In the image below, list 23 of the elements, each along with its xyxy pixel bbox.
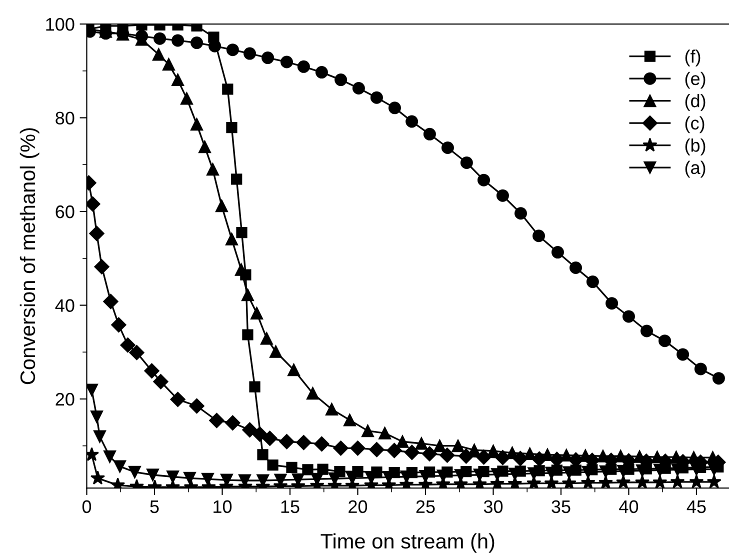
legend-label: (b) bbox=[685, 138, 706, 156]
y-tick-label: 100 bbox=[46, 18, 74, 31]
y-tick-label: 60 bbox=[56, 205, 74, 218]
x-tick-label: 30 bbox=[484, 500, 503, 514]
x-tick-label: 20 bbox=[348, 500, 368, 514]
x-tick-label: 25 bbox=[416, 500, 435, 514]
x-tick-label: 40 bbox=[619, 500, 638, 514]
legend-label: (c) bbox=[685, 116, 704, 134]
legend-label: (f) bbox=[685, 50, 700, 66]
x-tick-label: 45 bbox=[686, 500, 706, 514]
legend-label: (e) bbox=[685, 72, 706, 89]
x-tick-label: 0 bbox=[82, 500, 92, 514]
legend-label: (a) bbox=[685, 160, 706, 178]
y-axis-title: Conversion of methanol (%) bbox=[20, 128, 40, 384]
y-tick-label: 20 bbox=[56, 392, 74, 406]
x-tick-label: 35 bbox=[552, 500, 570, 514]
x-tick-label: 15 bbox=[281, 500, 300, 514]
y-tick-label: 40 bbox=[55, 299, 74, 312]
y-tick-label: 80 bbox=[56, 112, 74, 124]
x-tick-label: 10 bbox=[214, 500, 232, 514]
x-tick-label: 5 bbox=[150, 500, 159, 514]
x-axis-title: Time on stream (h) bbox=[320, 533, 494, 553]
legend-label: (d) bbox=[685, 94, 706, 111]
